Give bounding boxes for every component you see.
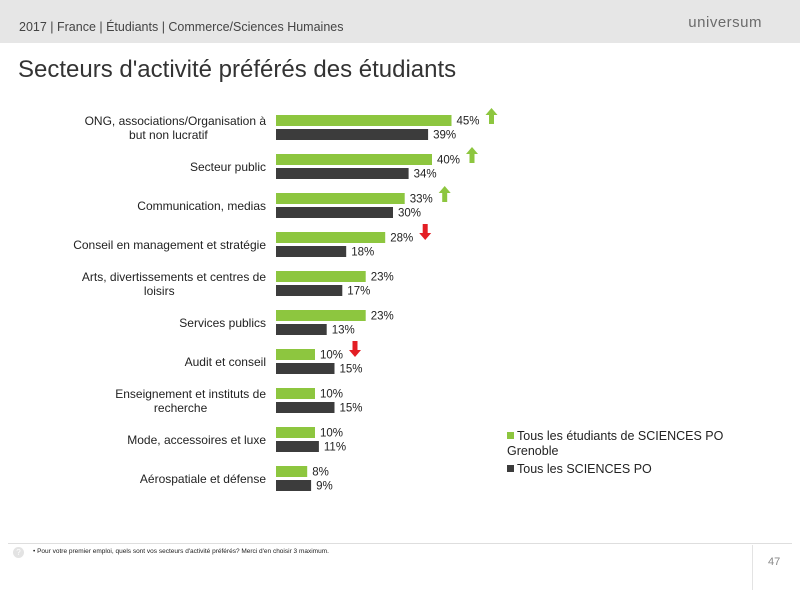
bar-grenoble [276,466,308,477]
data-label: 8% [312,467,329,479]
bar-sciences-po [276,402,335,413]
bar-sciences-po [276,285,343,296]
category-label: Enseignement et instituts de recherche [115,387,266,415]
category-label: Aérospatiale et défense [140,472,266,486]
category-label: Audit et conseil [185,355,266,369]
bar-sciences-po [276,441,319,452]
bar-sciences-po [276,168,409,179]
data-label: 10% [320,428,343,440]
data-label: 11% [324,442,346,454]
bar-grenoble [276,154,432,165]
category-label: Secteur public [190,160,266,174]
brand-logo: universum [688,14,762,31]
category-label: Communication, medias [137,199,266,213]
data-label: 15% [340,403,363,415]
legend-item-sciences-po: Tous les SCIENCES PO [507,462,652,477]
legend-label-grenoble: Tous les étudiants de SCIENCES PO Grenob… [507,429,724,458]
trend-up-arrow-icon [485,108,498,124]
data-label: 23% [371,272,394,284]
bar-sciences-po [276,129,429,140]
trend-up-arrow-icon [438,186,451,202]
legend-swatch-green [507,432,514,439]
page-title: Secteurs d'activité préférés des étudian… [18,56,457,83]
bar-grenoble [276,388,315,399]
data-label: 17% [347,286,370,298]
bar-grenoble [276,427,315,438]
trend-down-arrow-icon [349,341,361,357]
bar-sciences-po [276,480,312,491]
category-label: Mode, accessoires et luxe [127,433,266,447]
bar-grenoble [276,310,366,321]
data-label: 34% [414,169,437,181]
data-label: 39% [433,130,456,142]
footer-divider [8,543,792,544]
data-label: 18% [351,247,374,259]
bar-grenoble [276,271,366,282]
bar-grenoble [276,232,386,243]
bar-grenoble [276,115,452,126]
help-icon[interactable]: ? [13,547,24,558]
category-label: Services publics [179,316,266,330]
bar-sciences-po [276,207,393,218]
bar-grenoble [276,193,405,204]
data-label: 15% [340,364,363,376]
bar-chart: ONG, associations/Organisation à but non … [73,108,498,493]
data-label: 30% [398,208,421,220]
breadcrumb: 2017 | France | Étudiants | Commerce/Sci… [19,20,344,34]
data-label: 10% [320,389,343,401]
trend-up-arrow-icon [466,147,478,163]
footnote: • Pour votre premier emploi, quels sont … [33,548,329,555]
data-label: 45% [457,116,480,128]
bar-sciences-po [276,246,347,257]
page-number: 47 [768,556,781,568]
data-label: 33% [410,194,433,206]
category-label: ONG, associations/Organisation à but non … [85,114,267,142]
data-label: 23% [371,311,394,323]
data-label: 9% [316,481,333,493]
legend-label-sciences-po: Tous les SCIENCES PO [517,462,652,476]
legend-swatch-dark [507,465,514,472]
data-label: 13% [332,325,355,337]
category-label: Conseil en management et stratégie [73,238,266,252]
trend-down-arrow-icon [419,224,432,240]
data-label: 40% [437,155,460,167]
bar-grenoble [276,349,315,360]
legend-item-grenoble: Tous les étudiants de SCIENCES PO Grenob… [507,429,747,459]
bar-sciences-po [276,324,327,335]
footer-separator [752,545,753,590]
data-label: 28% [390,233,413,245]
category-label: Arts, divertissements et centres de loisi… [82,270,266,298]
bar-sciences-po [276,363,335,374]
header-bar: 2017 | France | Étudiants | Commerce/Sci… [0,0,800,43]
data-label: 10% [320,350,343,362]
